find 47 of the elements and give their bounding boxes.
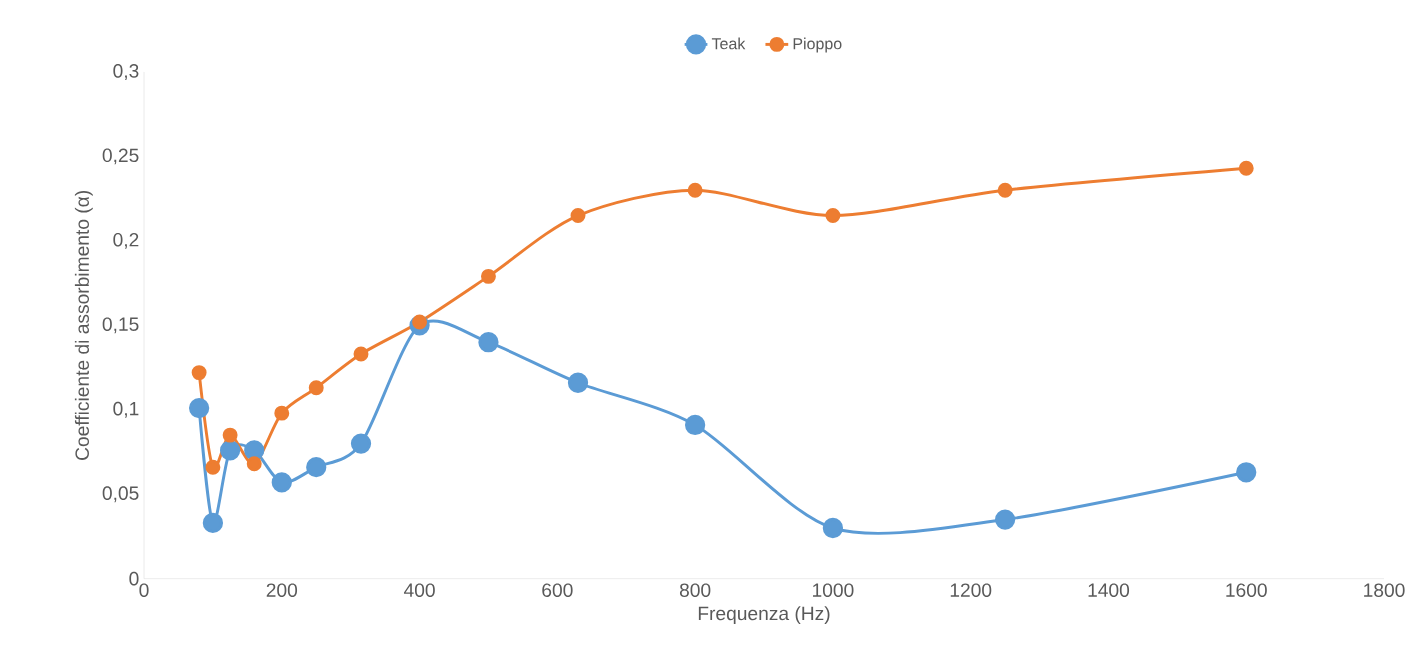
x-tick-label: 400 <box>403 583 435 597</box>
x-tick-label: 1800 <box>1364 583 1405 597</box>
point <box>997 182 1013 198</box>
point <box>825 208 841 224</box>
x-tick-label: 600 <box>542 583 573 597</box>
point <box>308 380 324 396</box>
legend-label: Teak <box>711 37 746 50</box>
x-tick-label: 1400 <box>1088 583 1130 597</box>
x-axis-title: Frequenza (Hz) <box>698 606 830 625</box>
x-tick-label: 1600 <box>1226 583 1267 597</box>
point <box>478 332 499 353</box>
legend-label: Pioppo <box>793 37 842 53</box>
point <box>205 459 221 475</box>
x-tick-label: 200 <box>266 583 298 597</box>
point <box>353 346 369 362</box>
y-tick-label: 0,25 <box>102 148 139 165</box>
point <box>271 472 292 493</box>
point <box>684 414 706 436</box>
x-tick-label: 800 <box>679 583 711 597</box>
point <box>1238 160 1254 176</box>
point <box>570 208 586 224</box>
y-axis-title: Coefficiente di assorbimento (α) <box>74 191 93 460</box>
y-tick-label: 0 <box>129 571 139 586</box>
y-tick-label: 0,1 <box>113 401 139 418</box>
point <box>219 440 241 461</box>
point <box>994 509 1016 530</box>
x-tick-label: 1200 <box>950 583 992 597</box>
point <box>567 372 589 393</box>
y-tick-label: 0,2 <box>113 232 139 249</box>
y-tick-label: 0,05 <box>102 486 139 503</box>
y-tick-label: 0,3 <box>113 64 139 80</box>
x-tick-label: 0 <box>139 583 149 597</box>
point <box>246 456 262 472</box>
point <box>222 427 238 443</box>
point <box>191 365 207 381</box>
y-tick-label: 0,15 <box>102 317 139 334</box>
point <box>202 512 224 534</box>
point <box>1236 462 1257 483</box>
point <box>480 268 496 284</box>
point <box>306 457 327 478</box>
point <box>244 440 265 461</box>
point <box>188 397 210 419</box>
x-tick-label: 1000 <box>813 583 854 597</box>
point <box>350 433 372 454</box>
point <box>687 182 703 198</box>
point <box>274 405 290 421</box>
point <box>822 517 844 539</box>
